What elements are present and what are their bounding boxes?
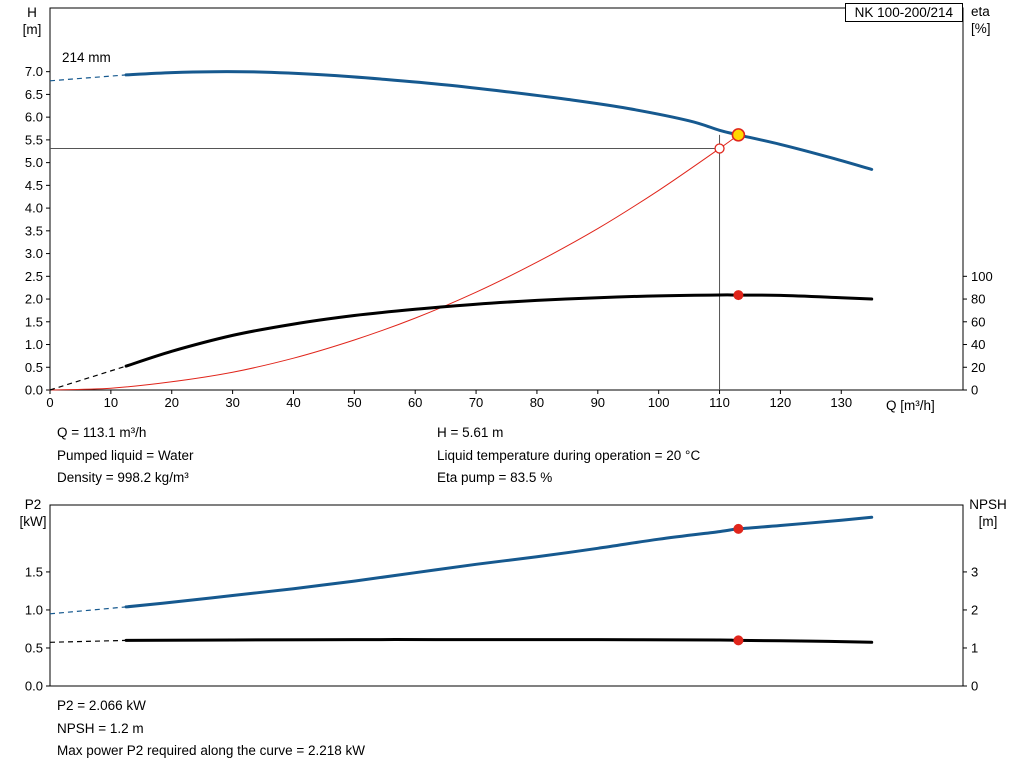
- plot-frame: [49, 504, 964, 687]
- q-axis-label: Q [m³/h]: [886, 398, 935, 413]
- y-right-tick-label: 100: [971, 269, 993, 284]
- y-left-tick-label: 3.0: [25, 246, 43, 261]
- y-right-tick-label: 1: [971, 640, 978, 655]
- result-p2: P2 = 2.066 kW: [57, 698, 146, 713]
- x-tick-label: 90: [591, 395, 605, 410]
- y-left-tick-label: 2.5: [25, 269, 43, 284]
- y-left-tick-label: 0.0: [25, 383, 43, 398]
- x-tick-label: 110: [709, 395, 730, 410]
- npsh-curve: [124, 638, 874, 644]
- x-tick-label: 70: [469, 395, 483, 410]
- npsh-axis-unit: [m]: [978, 514, 998, 529]
- x-tick-label: 100: [648, 395, 670, 410]
- pump-model-box: NK 100-200/214: [844, 3, 963, 22]
- x-tick-label: 30: [225, 395, 239, 410]
- y-left-tick-label: 6.0: [25, 110, 43, 125]
- y-left-tick-label: 7.0: [25, 64, 43, 79]
- x-tick-label: 10: [104, 395, 118, 410]
- y-left-tick-label: 1.0: [25, 337, 43, 352]
- duty-point: [731, 128, 746, 142]
- y-left-tick-label: 3.5: [25, 223, 43, 238]
- eta-duty-point: [733, 290, 744, 301]
- p2-curve-extrapolated: [49, 606, 127, 615]
- y-left-tick-label: 5.0: [25, 155, 43, 170]
- h-axis-label: H [m]: [12, 4, 52, 38]
- x-tick-label: 20: [164, 395, 178, 410]
- info-eta: Eta pump = 83.5 %: [437, 470, 553, 485]
- y-left-tick-label: 0.5: [25, 640, 43, 655]
- y-right-tick-label: 0: [971, 383, 978, 398]
- h-axis-title: H: [27, 5, 37, 20]
- y-left-tick-label: 2.0: [25, 292, 43, 307]
- y-right-tick-label: 60: [971, 314, 985, 329]
- results-column: P2 = 2.066 kW NPSH = 1.2 m Max power P2 …: [57, 695, 365, 763]
- eta-axis-unit: [%]: [971, 21, 991, 36]
- y-left-tick-label: 1.0: [25, 602, 43, 617]
- y-right-tick-label: 80: [971, 292, 985, 307]
- x-tick-label: 60: [408, 395, 422, 410]
- head-curve: [124, 70, 874, 171]
- info-flow: Q = 113.1 m³/h: [57, 425, 147, 440]
- info-temperature: Liquid temperature during operation = 20…: [437, 447, 701, 463]
- p2-curve: [124, 515, 874, 609]
- requested-duty-point: [714, 143, 725, 154]
- info-head: H = 5.61 m: [437, 425, 504, 440]
- p2-duty-point: [733, 523, 744, 534]
- result-npsh: NPSH = 1.2 m: [57, 720, 144, 736]
- head-curve-extrapolated: [49, 74, 127, 82]
- npsh-axis-title: NPSH: [969, 497, 1007, 512]
- y-right-tick-label: 2: [971, 602, 978, 617]
- info-right-column: H = 5.61 m Liquid temperature during ope…: [437, 422, 700, 490]
- y-left-tick-label: 0.5: [25, 360, 43, 375]
- y-left-tick-label: 6.5: [25, 87, 43, 102]
- y-left-tick-label: 4.0: [25, 201, 43, 216]
- x-tick-label: 50: [347, 395, 361, 410]
- eta-axis-title: eta: [971, 4, 990, 19]
- y-left-tick-label: 4.5: [25, 178, 43, 193]
- x-tick-label: 0: [46, 395, 53, 410]
- plot-frame: [49, 7, 964, 391]
- npsh-duty-point: [733, 635, 744, 646]
- info-density: Density = 998.2 kg/m³: [57, 470, 189, 485]
- system-curve: [49, 132, 742, 391]
- h-axis-unit: [m]: [22, 22, 42, 37]
- y-right-tick-label: 40: [971, 337, 985, 352]
- info-left-column: Q = 113.1 m³/h Pumped liquid = Water Den…: [57, 422, 193, 490]
- x-tick-label: 40: [286, 395, 300, 410]
- y-left-tick-label: 1.5: [25, 564, 43, 579]
- y-left-tick-label: 5.5: [25, 132, 43, 147]
- p2-axis-label: P2 [kW]: [12, 496, 54, 530]
- npsh-axis-label: NPSH [m]: [962, 496, 1014, 530]
- x-tick-label: 120: [770, 395, 792, 410]
- eta-axis-label: eta [%]: [971, 3, 991, 37]
- x-tick-label: 130: [830, 395, 852, 410]
- y-left-tick-label: 1.5: [25, 314, 43, 329]
- x-tick-label: 80: [530, 395, 544, 410]
- info-liquid: Pumped liquid = Water: [57, 447, 194, 463]
- y-right-tick-label: 0: [971, 679, 978, 694]
- p2-axis-unit: [kW]: [19, 514, 47, 529]
- p2-axis-title: P2: [24, 497, 42, 512]
- eta-curve-extrapolated: [49, 365, 127, 391]
- result-max-power: Max power P2 required along the curve = …: [57, 743, 366, 758]
- eta-curve: [124, 293, 874, 368]
- npsh-curve-extrapolated: [49, 639, 127, 643]
- impeller-size-label: 214 mm: [62, 50, 111, 65]
- y-right-tick-label: 20: [971, 360, 985, 375]
- y-right-tick-label: 3: [971, 564, 978, 579]
- y-left-tick-label: 0.0: [25, 679, 43, 694]
